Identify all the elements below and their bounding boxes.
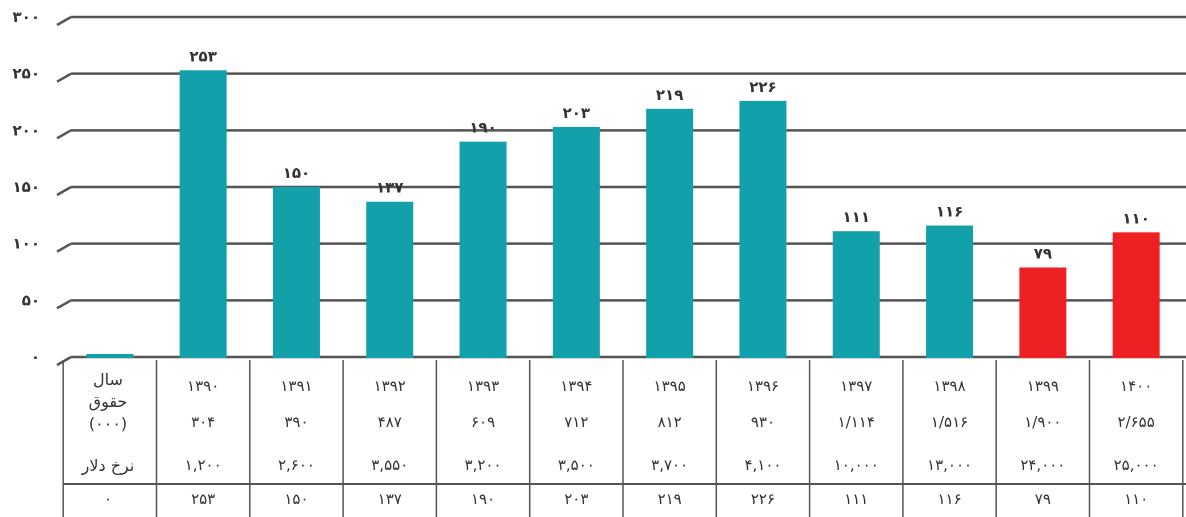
data-label: ۱۵۰ [283, 164, 310, 182]
row-header-salary-unit: (۰۰۰) [89, 414, 127, 433]
table-year: ۱۳۹۴ [560, 377, 592, 395]
table-salary: ۱/۵۱۶ [931, 413, 968, 431]
bar [459, 141, 507, 358]
bar-zero [86, 354, 134, 358]
table-dollar-rate: ۳,۷۰۰ [651, 456, 688, 474]
table-dollar-rate: ۲۴,۰۰۰ [1020, 456, 1065, 474]
table-value: ۱۱۱ [844, 490, 868, 508]
table-salary: ۶۰۹ [471, 413, 495, 431]
table-dollar-rate: ۲,۶۰۰ [278, 456, 315, 474]
data-label: ۲۵۳ [189, 47, 216, 65]
table-value: ۱۵۰ [284, 490, 308, 508]
table-value: ۲۱۹ [658, 490, 682, 508]
table-year: ۱۳۹۳ [467, 377, 499, 395]
table-year: ۱۳۹۵ [654, 377, 686, 395]
first-column-value: ۰ [104, 490, 112, 508]
table-year: ۱۳۹۱ [280, 377, 312, 395]
table-value: ۷۹ [1035, 490, 1051, 508]
table-dollar-rate: ۴,۱۰۰ [744, 456, 781, 474]
y-tick-label: ۱۵۰ [13, 178, 40, 196]
table-salary: ۱/۱۱۴ [838, 413, 875, 431]
grid-tick [56, 72, 72, 83]
table-dollar-rate: ۳,۵۰۰ [558, 456, 595, 474]
table-value: ۱۱۰ [1124, 490, 1148, 508]
table-value: ۲۵۳ [191, 490, 215, 508]
data-label: ۲۱۹ [656, 86, 683, 104]
data-labels: ۲۵۳ ۱۵۰ ۱۳۷ ۱۹۰ ۲۰۳ ۲۱۹ ۲۲۶ ۱۱۱ ۱۱۶ ۷۹ ۱۱۰ [189, 47, 1149, 262]
data-label: ۲۲۶ [749, 78, 776, 96]
table-value: ۲۲۶ [751, 490, 775, 508]
grid-tick [56, 299, 72, 310]
table-year: ۱۳۹۰ [187, 377, 219, 395]
y-tick-label: ۲۰۰ [13, 121, 40, 139]
bar [646, 108, 694, 358]
row-header-dollar-rate: نرخ دلار [81, 456, 135, 476]
table-salary: ۴۸۷ [378, 413, 402, 431]
table-value: ۱۱۶ [937, 490, 961, 508]
table-salary: ۱/۹۰۰ [1024, 413, 1061, 431]
table-year: ۱۳۹۹ [1027, 377, 1059, 395]
data-label: ۱۱۱ [843, 208, 870, 226]
data-table: سال حقوق (۰۰۰) نرخ دلار ۰ ۱۳۹۰ ۳۰۴ ۱,۲۰۰ ۲۵… [62, 360, 1186, 517]
table-dollar-rate: ۳,۲۰۰ [465, 456, 502, 474]
grid-tick [56, 242, 72, 253]
data-label: ۱۹۰ [469, 119, 496, 137]
table-salary: ۷۱۲ [564, 413, 588, 431]
bar [179, 70, 227, 359]
y-tick-label: ۳۰۰ [13, 8, 40, 26]
table-dollar-rate: ۳,۵۵۰ [371, 456, 408, 474]
table-year: ۱۳۹۲ [374, 377, 406, 395]
data-label: ۱۳۷ [376, 179, 403, 197]
bar [739, 100, 787, 358]
bar [926, 225, 974, 358]
table-value: ۲۰۳ [564, 490, 588, 508]
table-salary: ۳۹۰ [284, 413, 308, 431]
table-year: ۱۳۹۶ [747, 377, 779, 395]
bars [86, 70, 1160, 359]
y-tick-label: ۰ [31, 348, 40, 366]
grid-tick [56, 15, 72, 27]
bar [272, 187, 320, 358]
grid-layer [56, 15, 1186, 367]
table-salary: ۸۱۲ [658, 413, 682, 431]
grid-tick [56, 185, 72, 197]
y-tick-label: ۱۰۰ [13, 235, 40, 253]
y-tick-label: ۵۰ [22, 291, 40, 309]
data-label: ۲۰۳ [563, 104, 590, 122]
grid-tick [56, 355, 72, 367]
table-salary: ۲/۶۵۵ [1118, 413, 1155, 431]
row-header-salary: حقوق [89, 392, 128, 412]
table-salary: ۹۳۰ [751, 413, 775, 431]
table-value: ۱۳۷ [378, 490, 402, 508]
bar [832, 231, 880, 358]
bar [552, 126, 600, 358]
y-axis-ticks: ۰ ۵۰ ۱۰۰ ۱۵۰ ۲۰۰ ۲۵۰ ۳۰۰ [13, 8, 40, 366]
data-label: ۷۹ [1034, 244, 1052, 262]
data-label: ۱۱۰ [1122, 209, 1149, 227]
table-year: ۱۳۹۸ [933, 377, 965, 395]
table-dollar-rate: ۱,۲۰۰ [185, 456, 222, 474]
table-value: ۱۹۰ [471, 490, 495, 508]
bar [1112, 232, 1160, 358]
table-dollar-rate: ۱۰,۰۰۰ [834, 456, 879, 474]
table-dollar-rate: ۱۳,۰۰۰ [927, 456, 972, 474]
table-salary: ۳۰۴ [191, 413, 215, 431]
table-dollar-rate: ۲۵,۰۰۰ [1114, 456, 1159, 474]
table-year: ۱۴۰۰ [1120, 377, 1152, 395]
bar [1019, 267, 1067, 358]
bar [366, 201, 414, 358]
data-label: ۱۱۶ [936, 203, 963, 221]
grid-tick [56, 129, 72, 140]
row-header-year: سال [93, 370, 123, 389]
table-year: ۱۳۹۷ [840, 377, 872, 395]
y-tick-label: ۲۵۰ [13, 65, 40, 83]
